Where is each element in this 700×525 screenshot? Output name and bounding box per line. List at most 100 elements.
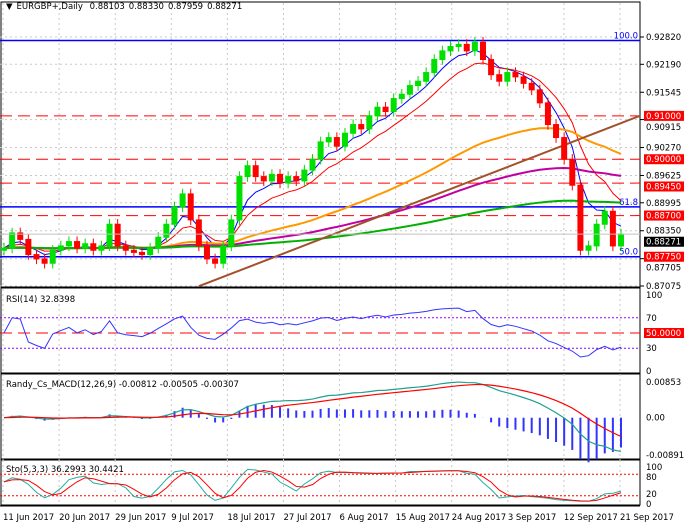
candle-body <box>25 238 32 256</box>
candle-body <box>122 245 129 251</box>
price-tick-label: 0.92820 <box>646 33 681 43</box>
candle-body <box>244 165 251 178</box>
candle <box>90 238 97 256</box>
candle <box>609 206 616 252</box>
candle-body <box>577 184 584 251</box>
candle-body <box>504 72 511 82</box>
candle-body <box>325 137 332 143</box>
candle <box>350 119 357 139</box>
candle <box>171 201 178 230</box>
candle <box>179 188 186 213</box>
candle <box>187 188 194 226</box>
candle-body <box>187 193 194 221</box>
candle <box>447 41 454 57</box>
sto-panel-frame <box>0 458 641 506</box>
macd-tick-label: -0.00891 <box>646 451 684 461</box>
candle-body <box>431 59 438 74</box>
ma-magenta-line <box>3 167 622 250</box>
candle-body <box>366 115 373 130</box>
candle-body <box>317 141 324 160</box>
candle-body <box>147 247 154 256</box>
x-tick-label: 24 Aug 2017 <box>452 513 506 523</box>
x-tick-label: 11 Jun 2017 <box>3 513 54 523</box>
candle-body <box>423 72 430 82</box>
candle <box>512 67 519 83</box>
candle <box>74 236 81 254</box>
candle <box>277 169 284 189</box>
rsi-line <box>3 307 622 358</box>
candle-body <box>333 137 340 147</box>
candle-body <box>90 243 97 251</box>
candle <box>471 37 478 57</box>
collapse-triangle-icon[interactable]: ▼ <box>6 2 13 12</box>
current-price-label-bg <box>644 236 684 247</box>
candle <box>431 54 438 78</box>
candle-body <box>285 176 292 184</box>
candle-body <box>341 132 348 147</box>
candle-body <box>496 74 503 82</box>
candle-body <box>57 245 64 251</box>
candle-body <box>9 232 16 249</box>
candle <box>114 219 121 252</box>
candle-body <box>65 241 72 247</box>
rsi-level-label-bg <box>644 328 684 338</box>
candle-body <box>553 124 560 139</box>
candle <box>49 245 56 269</box>
candle <box>569 154 576 191</box>
candle-body <box>260 176 267 182</box>
candle <box>285 171 292 189</box>
candle <box>106 219 113 252</box>
candle-body <box>447 46 454 52</box>
candle <box>585 240 592 256</box>
candle <box>544 97 551 130</box>
candle-body <box>106 223 113 247</box>
current-price-label: 0.88271 <box>646 238 681 248</box>
candle <box>65 236 72 252</box>
x-tick-label: 12 Sep 2017 <box>564 513 618 523</box>
candle <box>479 37 486 65</box>
candle-body <box>536 89 543 104</box>
candle <box>147 242 154 260</box>
candle <box>1 242 7 256</box>
main-chart-header: ▼ EURGBP+,Daily 0.88103 0.88330 0.87959 0.88… <box>6 2 246 12</box>
ma-fast-line <box>3 49 622 256</box>
rsi-panel-frame <box>0 287 641 375</box>
candle <box>406 80 413 100</box>
rsi-header: RSI(14) 32.8398 <box>6 295 76 305</box>
level-price-label: 0.87750 <box>646 253 681 263</box>
level-price-label: 0.89450 <box>646 182 681 192</box>
candle <box>155 232 162 254</box>
candle-body <box>139 251 146 256</box>
fibonacci-level-label: 61.8 <box>619 198 638 208</box>
level-price-label-bg <box>644 110 684 121</box>
candle-body <box>1 247 7 251</box>
candle-body <box>406 85 413 95</box>
candle-body <box>398 93 405 100</box>
macd-tick-label: 0.00 <box>646 414 665 424</box>
candle-body <box>171 206 178 225</box>
candle-body <box>390 98 397 113</box>
candle <box>57 240 64 256</box>
candle <box>228 214 235 252</box>
candle <box>82 238 89 254</box>
price-tick-label: 0.87705 <box>646 264 681 274</box>
candle <box>25 234 32 260</box>
candle <box>163 219 170 243</box>
candle <box>33 249 40 265</box>
candle <box>601 206 608 230</box>
candle-body <box>98 245 105 251</box>
candle <box>41 253 48 269</box>
candle <box>504 67 511 87</box>
candle-body <box>252 165 259 178</box>
candle <box>358 119 365 135</box>
candle <box>366 110 373 135</box>
candle <box>301 164 308 187</box>
candle-body <box>520 76 527 84</box>
price-tick-label: 0.87075 <box>646 282 681 292</box>
candle-body <box>17 232 24 240</box>
x-tick-label: 29 Jun 2017 <box>115 513 166 523</box>
stochastic-signal-line <box>3 469 622 502</box>
x-tick-label: 21 Sep 2017 <box>620 513 674 523</box>
trendline <box>198 114 640 287</box>
